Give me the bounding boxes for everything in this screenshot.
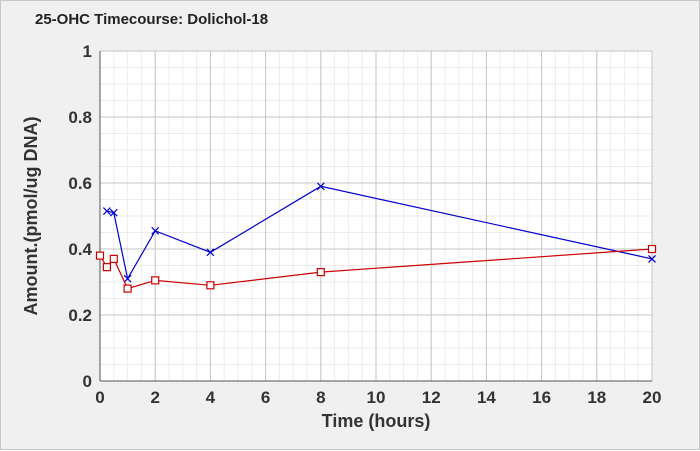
x-tick-label: 0 (95, 388, 104, 407)
data-point-square-marker (102, 263, 112, 272)
data-point-square-marker (316, 268, 325, 277)
data-point-square-marker (151, 276, 160, 285)
x-tick-label: 8 (316, 388, 325, 407)
data-point-square-marker (206, 281, 215, 290)
y-tick-label: 1 (83, 42, 92, 61)
data-point-x-marker (151, 226, 160, 235)
x-tick-labels: 0 2 4 6 8 10 12 14 16 18 20 (95, 388, 661, 407)
data-point-x-marker (206, 248, 215, 257)
y-tick-labels: 0 0.2 0.4 0.6 0.8 1 (68, 42, 92, 391)
data-point-square-marker (647, 244, 657, 254)
data-point-square-marker (123, 284, 132, 293)
x-tick-label: 16 (532, 388, 551, 407)
data-point-square-marker (95, 251, 105, 260)
x-tick-label: 20 (643, 388, 662, 407)
data-point-x-marker (648, 254, 656, 263)
x-tick-label: 10 (367, 388, 386, 407)
y-tick-label: 0.6 (68, 174, 92, 193)
major-grid (99, 50, 653, 382)
y-axis-title: Amount.(pmol/ug DNA) (21, 117, 41, 316)
y-tick-label: 0.8 (68, 108, 92, 127)
data-point-x-marker (102, 207, 111, 215)
y-tick-label: 0 (83, 372, 92, 391)
data-point-x-marker (123, 274, 132, 283)
series-1 (102, 182, 656, 283)
x-tick-label: 6 (261, 388, 270, 407)
data-point-x-marker (316, 182, 325, 191)
chart-title: 25-OHC Timecourse: Dolichol-18 (35, 11, 269, 28)
x-tick-label: 4 (206, 388, 216, 407)
x-tick-label: 18 (587, 388, 606, 407)
x-axis-title: Time (hours) (322, 411, 431, 431)
data-point-square-marker (109, 254, 118, 263)
y-tick-label: 0.2 (68, 306, 92, 325)
series-2 (95, 244, 657, 293)
x-tick-label: 14 (477, 388, 496, 407)
x-tick-label: 2 (150, 388, 159, 407)
y-tick-label: 0.4 (68, 240, 92, 259)
x-tick-label: 12 (422, 388, 441, 407)
data-point-x-marker (109, 208, 118, 217)
series-layer (95, 182, 657, 293)
